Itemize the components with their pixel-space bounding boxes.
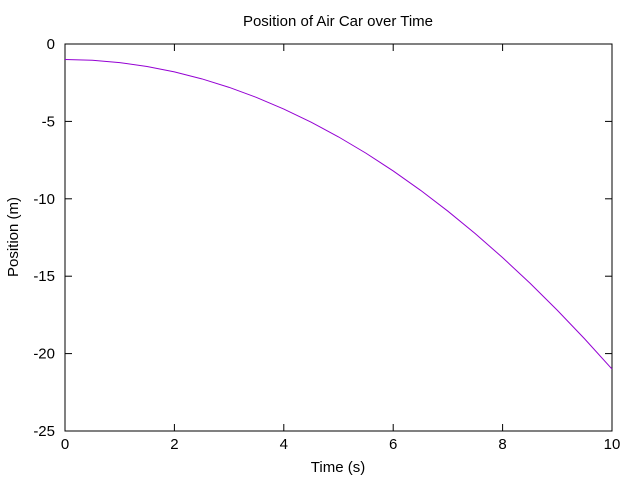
y-tick-label: -10 [33, 191, 55, 208]
x-tick-label: 10 [604, 436, 621, 453]
y-tick-label: 0 [47, 36, 55, 53]
y-tick-label: -25 [33, 423, 55, 440]
x-tick-label: 2 [170, 436, 178, 453]
plot-frame [64, 43, 613, 432]
x-axis: 0 2 4 6 8 10 [61, 44, 621, 453]
y-tick-label: -20 [33, 346, 55, 363]
series-line-1 [64, 58, 613, 370]
y-axis: 0 -5 -10 -15 -20 -25 [33, 36, 612, 440]
x-tick-label: 6 [389, 436, 397, 453]
y-tick-label: -5 [42, 113, 55, 130]
y-tick-label: -15 [33, 268, 55, 285]
x-tick-label: 8 [498, 436, 506, 453]
x-axis-label: Time (s) [311, 459, 365, 476]
x-tick-label: 4 [280, 436, 288, 453]
chart-title: Position of Air Car over Time [243, 13, 433, 30]
y-axis-label: Position (m) [5, 197, 22, 277]
series-layer [64, 58, 613, 370]
x-tick-label: 0 [61, 436, 69, 453]
